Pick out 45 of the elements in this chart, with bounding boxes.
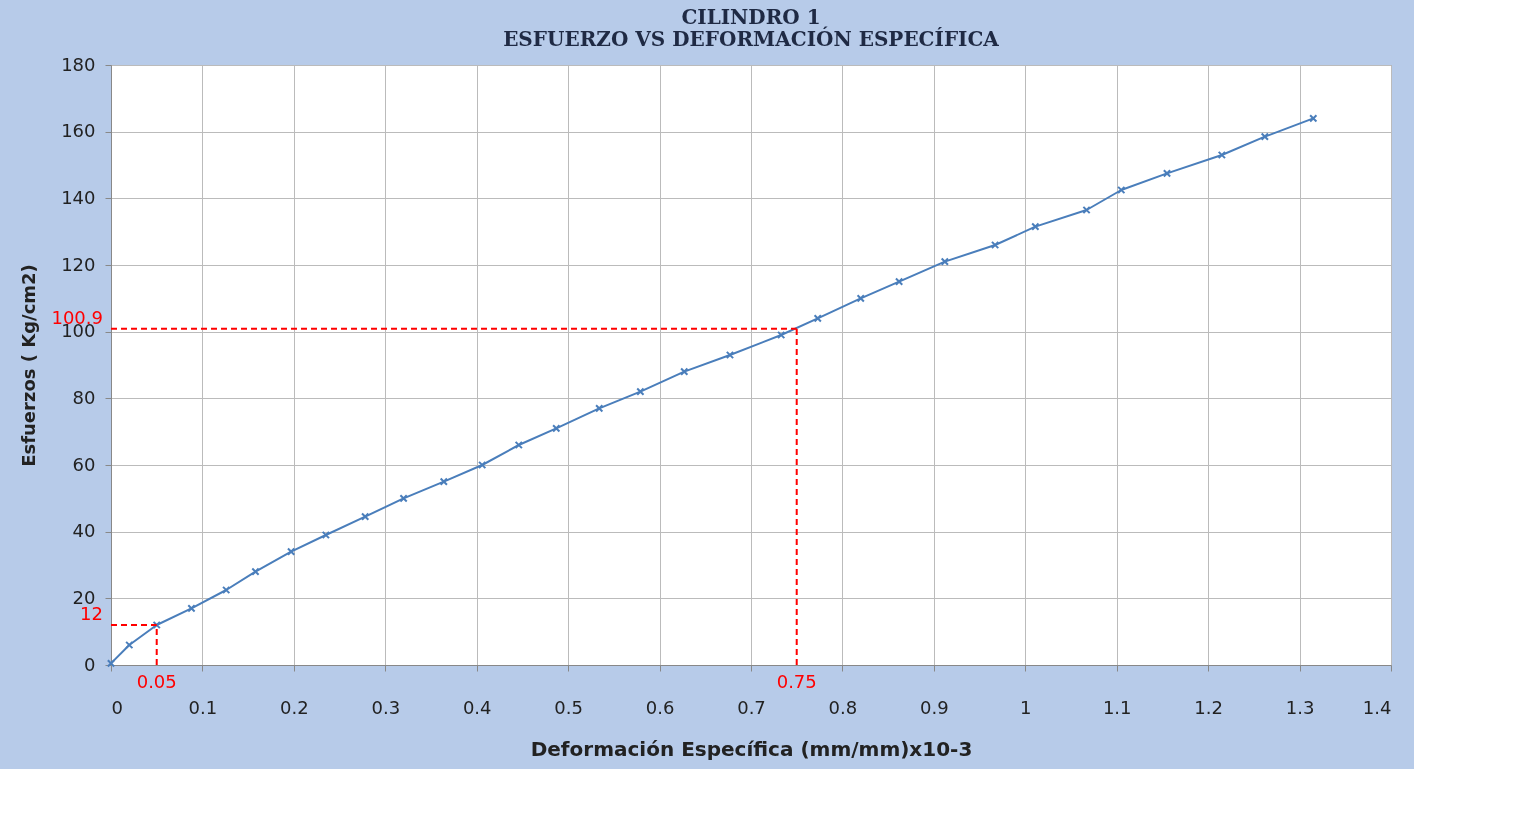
y-tick-label: 160 bbox=[61, 120, 96, 142]
point bbox=[222, 585, 231, 595]
x-tick-label: 1.1 bbox=[1102, 696, 1132, 718]
point bbox=[990, 240, 1000, 250]
x-tick-label: 0 bbox=[111, 696, 123, 718]
point bbox=[399, 494, 408, 503]
x-tick-label: 1 bbox=[1020, 696, 1032, 718]
x-tick-label: 0.5 bbox=[554, 696, 583, 718]
chart-title: CILINDRO 1 bbox=[681, 5, 821, 29]
point bbox=[725, 350, 735, 360]
y-tick-label: 140 bbox=[61, 186, 96, 208]
point bbox=[1217, 150, 1227, 160]
x-tick-label: 0.4 bbox=[462, 696, 492, 718]
point bbox=[187, 604, 196, 613]
x-tick-label: 0.7 bbox=[737, 696, 766, 718]
point bbox=[777, 330, 786, 340]
x-tick-label: 0.2 bbox=[280, 696, 309, 718]
point bbox=[1031, 222, 1040, 231]
point bbox=[251, 567, 260, 576]
x-tick-label: 0.3 bbox=[371, 696, 401, 718]
y-tick-label: 180 bbox=[61, 53, 96, 75]
point bbox=[125, 640, 134, 650]
point bbox=[478, 460, 487, 470]
point bbox=[1117, 185, 1126, 195]
ref-line-label: 0.05 bbox=[136, 671, 177, 692]
x-tick-label: 1.4 bbox=[1362, 696, 1392, 718]
x-tick-label: 0.8 bbox=[828, 696, 858, 718]
y-tick-label: 0 bbox=[84, 653, 96, 675]
y-axis-title: Esfuerzos ( Kg/cm2) bbox=[18, 264, 40, 467]
x-tick-label: 0.6 bbox=[645, 696, 675, 718]
y-tick-label: 60 bbox=[72, 453, 96, 475]
y-tick-label: 120 bbox=[61, 253, 96, 275]
point bbox=[1162, 169, 1172, 178]
point bbox=[514, 440, 523, 450]
point bbox=[321, 530, 331, 540]
x-axis-title: Deformación Específica (mm/mm)x10-3 bbox=[530, 736, 973, 761]
y-tick-label: 80 bbox=[72, 386, 96, 408]
point bbox=[636, 387, 645, 396]
ref-line-label: 0.75 bbox=[776, 671, 817, 692]
y-tick-label: 40 bbox=[72, 520, 96, 542]
x-tick-label: 1.2 bbox=[1194, 696, 1223, 718]
x-tick-label: 1.3 bbox=[1285, 696, 1315, 718]
chart-subtitle: ESFUERZO VS DEFORMACIÓN ESPECÍFICA bbox=[503, 26, 1000, 51]
x-tick-label: 0.1 bbox=[188, 696, 218, 718]
x-tick-label: 0.9 bbox=[920, 696, 949, 718]
